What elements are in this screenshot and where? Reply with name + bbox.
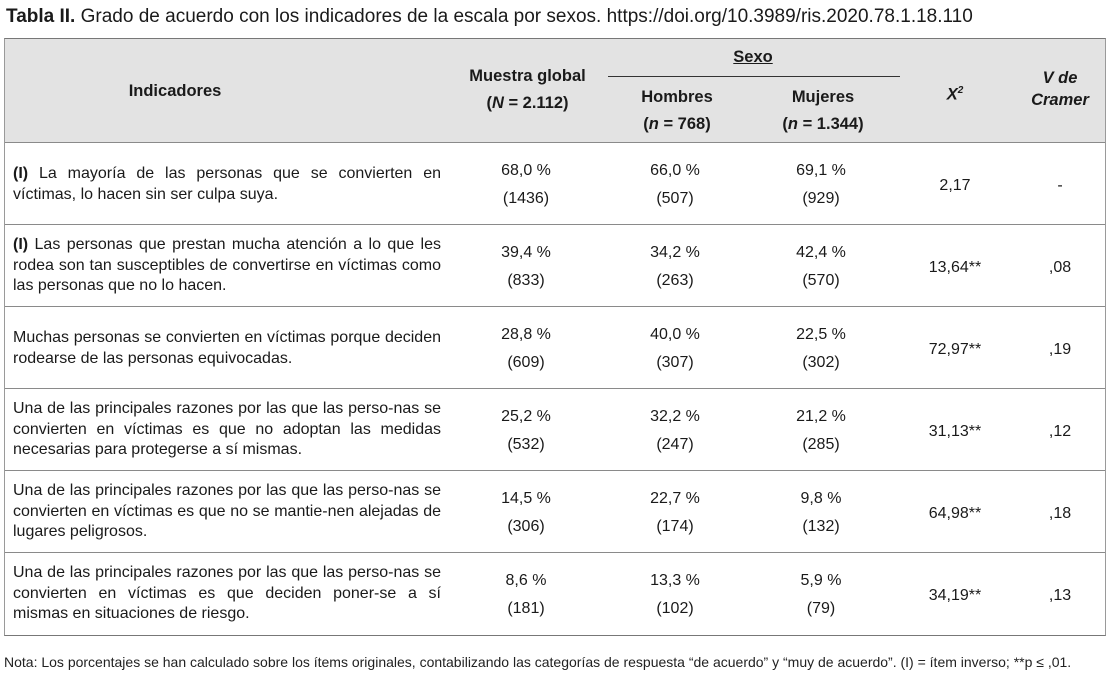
header-cramer-2: Cramer [1031,91,1089,109]
hombres-n: (507) [656,190,694,207]
indicator-text: Una de las principales razones por las q… [13,400,441,458]
mujeres-n: (285) [802,436,840,453]
mujeres-pct: 22,5 % [796,326,846,343]
global-pct: 28,8 % [501,326,551,343]
header-muestra-n: (N = 2.112) [486,94,569,112]
sexo-divider [608,76,900,77]
header-mujeres-label: Mujeres [791,88,855,106]
global-pct: 8,6 % [505,572,547,589]
mujeres-pct: 5,9 % [800,572,842,589]
hombres-n: (102) [656,600,694,617]
table-header: Indicadores Muestra global (N = 2.112) S… [5,39,1105,143]
hombres-n: (247) [656,436,694,453]
header-hombres-n: (n = 768) [643,115,711,133]
mujeres-pct: 69,1 % [796,162,846,179]
chi-value: 64,98** [928,505,982,522]
table-row: (I) La mayoría de las personas que se co… [5,143,1105,225]
hombres-pct: 66,0 % [650,162,700,179]
mujeres-pct: 21,2 % [796,408,846,425]
hombres-pct: 40,0 % [650,326,700,343]
mujeres-n: (302) [802,354,840,371]
header-indicadores: Indicadores [128,82,222,100]
hombres-pct: 32,2 % [650,408,700,425]
cramer-value: ,19 [1048,341,1072,358]
header-muestra-label: Muestra global [469,67,586,85]
caption-text: Grado de acuerdo con los indicadores de … [80,6,973,27]
chi-value: 34,19** [928,587,982,604]
hombres-pct: 13,3 % [650,572,700,589]
hombres-pct: 22,7 % [650,490,700,507]
hombres-n: (263) [656,272,694,289]
global-pct: 39,4 % [501,244,551,261]
caption-label: Tabla II. [6,6,76,27]
mujeres-pct: 42,4 % [796,244,846,261]
mujeres-n: (570) [802,272,840,289]
table-row: Muchas personas se convierten en víctima… [5,307,1105,389]
global-n: (609) [507,354,545,371]
indicator-text: (I) Las personas que prestan mucha atenc… [13,236,441,294]
indicator-text: Una de las principales razones por las q… [13,482,441,540]
global-n: (181) [507,600,545,617]
global-pct: 68,0 % [501,162,551,179]
table-note: Nota: Los porcentajes se han calculado s… [4,654,1072,670]
cramer-value: - [1057,177,1063,194]
global-pct: 14,5 % [501,490,551,507]
table-row: Una de las principales razones por las q… [5,471,1105,553]
indicator-text: Una de las principales razones por las q… [13,564,441,622]
header-mujeres-n: (n = 1.344) [782,115,864,133]
data-table: Indicadores Muestra global (N = 2.112) S… [4,38,1106,636]
hombres-n: (174) [656,518,694,535]
header-cramer-1: V de [1042,69,1078,87]
cramer-value: ,18 [1048,505,1072,522]
table-caption: Tabla II. Grado de acuerdo con los indic… [6,4,1106,30]
indicator-text: Muchas personas se convierten en víctima… [13,329,441,367]
indicator-text: (I) La mayoría de las personas que se co… [13,165,441,203]
header-hombres-label: Hombres [641,88,713,106]
table-row: Una de las principales razones por las q… [5,553,1105,635]
table-row: Una de las principales razones por las q… [5,389,1105,471]
chi-value: 72,97** [928,341,982,358]
cramer-value: ,13 [1048,587,1072,604]
hombres-n: (307) [656,354,694,371]
mujeres-n: (929) [802,190,840,207]
table-row: (I) Las personas que prestan mucha atenc… [5,225,1105,307]
global-n: (306) [507,518,545,535]
global-n: (833) [507,272,545,289]
hombres-pct: 34,2 % [650,244,700,261]
header-chi-square: X2 [946,85,964,104]
cramer-value: ,12 [1048,423,1072,440]
chi-value: 31,13** [928,423,982,440]
global-pct: 25,2 % [501,408,551,425]
header-sexo: Sexo [733,48,773,66]
mujeres-pct: 9,8 % [800,490,842,507]
global-n: (532) [507,436,545,453]
chi-value: 2,17 [939,177,971,194]
global-n: (1436) [502,190,550,207]
chi-value: 13,64** [928,259,982,276]
mujeres-n: (132) [802,518,840,535]
cramer-value: ,08 [1048,259,1072,276]
mujeres-n: (79) [806,600,836,617]
